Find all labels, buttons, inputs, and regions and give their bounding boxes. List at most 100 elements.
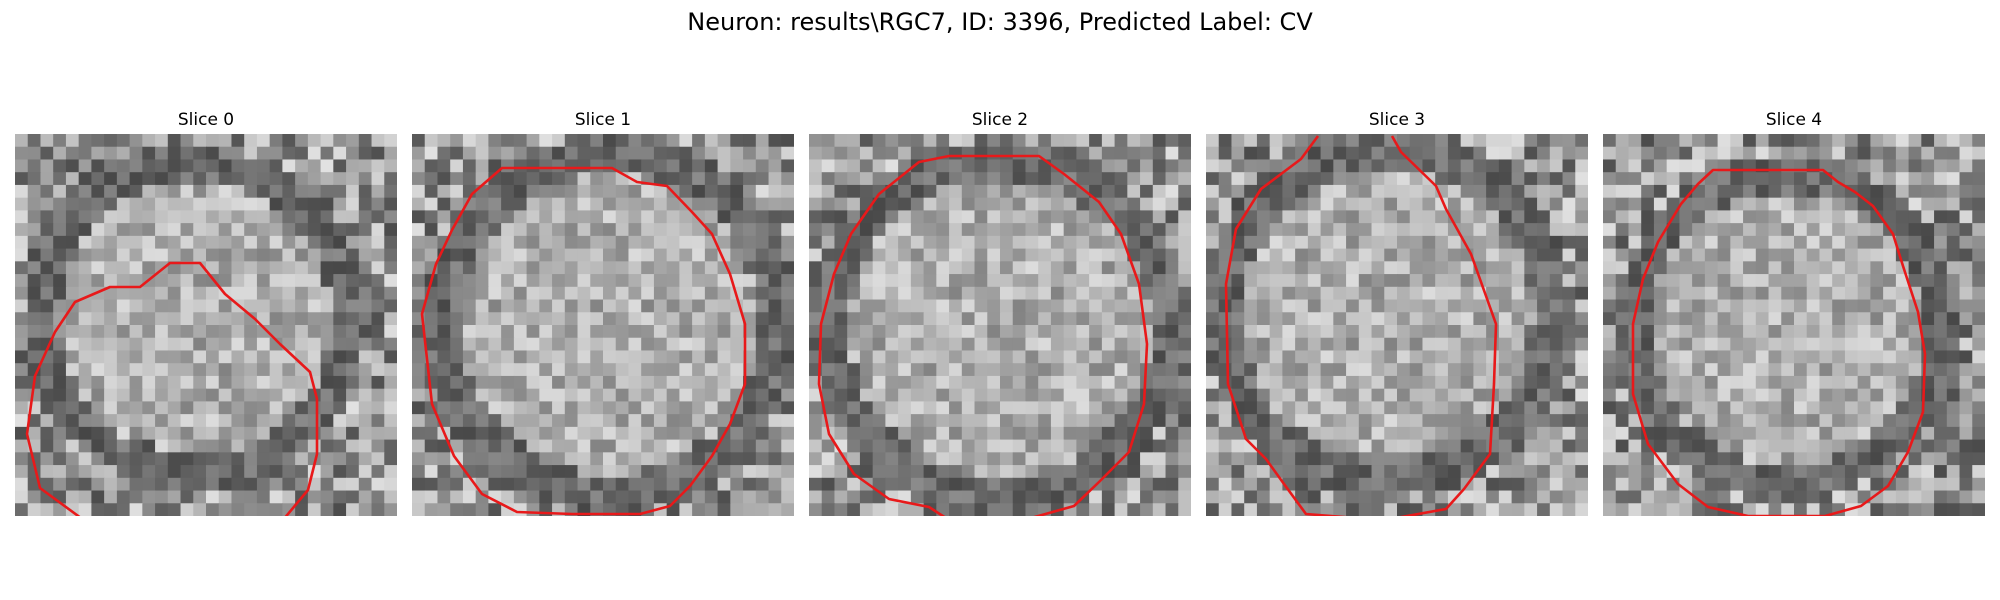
pixel <box>104 261 118 275</box>
pixel <box>384 248 397 262</box>
pixel <box>1152 452 1167 466</box>
pixel <box>987 337 1001 352</box>
pixel <box>129 274 143 288</box>
pixel <box>129 439 143 453</box>
pixel <box>615 426 630 441</box>
pixel <box>333 172 347 186</box>
pixel <box>1883 197 1897 211</box>
pixel <box>526 426 540 441</box>
pixel <box>590 274 604 288</box>
pixel <box>1692 426 1706 441</box>
pixel <box>987 197 1001 211</box>
pixel <box>1819 477 1833 492</box>
pixel <box>358 146 373 161</box>
pixel <box>1537 248 1551 262</box>
pixel <box>142 426 156 441</box>
pixel <box>628 452 642 466</box>
pixel <box>1012 465 1027 479</box>
pixel <box>307 235 322 250</box>
pixel <box>1435 401 1449 415</box>
pixel <box>526 172 540 186</box>
pixel <box>717 146 731 161</box>
pixel <box>1076 363 1090 377</box>
pixel <box>1946 426 1961 441</box>
pixel <box>1127 159 1141 173</box>
pixel <box>269 503 283 516</box>
pixel <box>872 159 886 173</box>
pixel <box>1946 388 1961 402</box>
pixel <box>552 363 566 377</box>
pixel <box>358 325 373 339</box>
pixel <box>462 503 477 516</box>
pixel <box>1114 503 1128 516</box>
pixel <box>539 274 553 288</box>
pixel <box>412 388 426 402</box>
pixel <box>1921 439 1935 453</box>
pixel <box>1537 159 1551 173</box>
pixel <box>679 172 693 186</box>
pixel <box>834 235 848 250</box>
pixel <box>15 350 29 364</box>
pixel <box>1883 414 1897 428</box>
pixel <box>564 350 579 364</box>
pixel <box>641 261 655 275</box>
pixel <box>180 274 194 288</box>
pixel <box>282 465 296 479</box>
pixel <box>603 134 617 148</box>
pixel <box>1447 426 1462 441</box>
pixel <box>743 248 757 262</box>
pixel <box>1460 401 1474 415</box>
pixel <box>1959 414 1973 428</box>
pixel <box>129 414 143 428</box>
pixel <box>1114 477 1128 492</box>
pixel <box>821 439 836 453</box>
pixel <box>1038 477 1052 492</box>
pixel <box>1384 223 1398 237</box>
pixel <box>859 503 874 516</box>
pixel <box>1819 426 1833 441</box>
pixel <box>1717 375 1731 390</box>
pixel <box>1743 184 1757 199</box>
pixel <box>1549 477 1564 492</box>
pixel <box>1256 210 1271 224</box>
pixel <box>1908 184 1922 199</box>
slice-1-title: Slice 1 <box>574 110 632 130</box>
pixel <box>1615 401 1630 415</box>
pixel <box>218 325 233 339</box>
pixel <box>40 235 54 250</box>
pixel <box>1857 223 1871 237</box>
pixel <box>949 184 963 199</box>
pixel <box>809 426 823 441</box>
pixel <box>923 159 937 173</box>
pixel <box>1346 426 1360 441</box>
pixel <box>615 134 630 148</box>
pixel <box>1101 248 1116 262</box>
pixel <box>40 223 54 237</box>
pixel <box>1346 248 1360 262</box>
pixel <box>1000 299 1014 313</box>
pixel <box>1704 134 1719 148</box>
pixel <box>1435 388 1449 402</box>
pixel <box>1063 146 1077 161</box>
pixel <box>1511 363 1525 377</box>
pixel <box>1076 134 1090 148</box>
pixel <box>743 159 757 173</box>
pixel <box>1358 337 1373 352</box>
pixel <box>1114 375 1128 390</box>
pixel <box>1025 197 1039 211</box>
pixel <box>295 452 309 466</box>
pixel <box>898 248 912 262</box>
pixel <box>320 388 334 402</box>
pixel <box>282 312 296 326</box>
pixel <box>1295 184 1309 199</box>
pixel <box>1000 337 1014 352</box>
slice-0-pixels <box>15 134 397 516</box>
pixel <box>1333 426 1347 441</box>
pixel <box>1883 426 1897 441</box>
pixel <box>27 490 42 504</box>
pixel <box>1218 452 1233 466</box>
pixel <box>333 248 347 262</box>
pixel <box>295 465 309 479</box>
pixel <box>653 452 668 466</box>
pixel <box>1447 503 1462 516</box>
